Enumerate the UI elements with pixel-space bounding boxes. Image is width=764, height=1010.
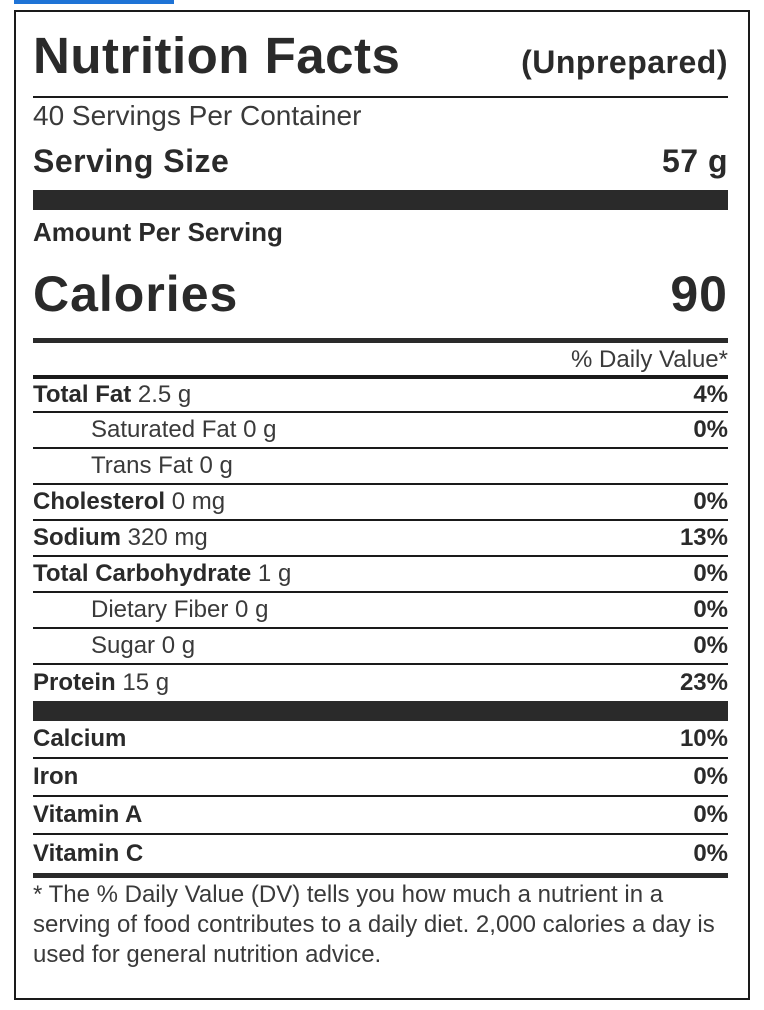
nutrient-amount: 0 g: [161, 632, 196, 659]
nutrient-amount: 0 mg: [171, 488, 226, 515]
nutrient-row: Saturated Fat 0 g 0%: [33, 413, 728, 449]
top-link-strip: [14, 0, 174, 4]
medium-divider: [33, 873, 728, 878]
serving-size-value: 57 g: [661, 142, 728, 179]
nutrient-amount: 1 g: [257, 560, 292, 587]
thick-divider: [33, 190, 728, 210]
nutrient-dv: 0%: [693, 560, 728, 587]
amount-per-serving: Amount Per Serving: [33, 217, 283, 247]
calories-label: Calories: [33, 266, 239, 322]
medium-divider: [33, 338, 728, 343]
vitamin-dv: 0%: [693, 801, 728, 828]
calories-value: 90: [670, 266, 728, 322]
nutrient-row: Sugar 0 g 0%: [33, 629, 728, 665]
vitamin-name: Vitamin C: [33, 840, 144, 867]
thick-divider: [33, 701, 728, 721]
serving-size-row: Serving Size 57 g: [33, 132, 728, 190]
nutrient-row: Trans Fat 0 g: [33, 449, 728, 485]
serving-size-label: Serving Size: [33, 142, 230, 179]
nutrient-dv: 13%: [679, 524, 728, 551]
nutrient-name: Trans Fat: [91, 452, 193, 479]
nutrient-name: Sodium: [33, 524, 121, 551]
nutrient-row: Total Fat 2.5 g 4%: [33, 377, 728, 413]
nutrient-row: Sodium 320 mg 13%: [33, 521, 728, 557]
title-row: Nutrition Facts (Unprepared): [33, 30, 728, 96]
label-subtitle: (Unprepared): [521, 44, 728, 80]
nutrient-name: Protein: [33, 669, 116, 696]
nutrition-facts-label: Nutrition Facts (Unprepared) 40 Servings…: [14, 10, 750, 1000]
vitamin-dv: 10%: [679, 725, 728, 752]
daily-value-header: % Daily Value*: [571, 346, 728, 373]
label-title: Nutrition Facts: [33, 27, 401, 84]
nutrient-dv: 23%: [679, 669, 728, 696]
vitamin-name: Calcium: [33, 725, 127, 752]
nutrient-name: Total Fat: [33, 381, 132, 408]
vitamin-row: Vitamin C 0%: [33, 835, 728, 873]
nutrient-dv: 0%: [693, 596, 728, 623]
nutrient-amount: 2.5 g: [137, 381, 192, 408]
nutrient-amount: 0 g: [199, 452, 233, 479]
nutrient-name: Sugar: [91, 632, 156, 659]
daily-value-footnote: * The % Daily Value (DV) tells you how m…: [33, 881, 715, 968]
nutrient-amount: 0 g: [235, 596, 269, 623]
nutrient-rows: Total Fat 2.5 g 4% Saturated Fat 0 g 0% …: [33, 375, 728, 701]
divider: [33, 96, 728, 98]
nutrient-row: Cholesterol 0 mg 0%: [33, 485, 728, 521]
nutrient-dv: 0%: [693, 416, 728, 443]
vitamin-name: Vitamin A: [33, 801, 143, 828]
nutrient-dv: 4%: [693, 381, 728, 408]
nutrient-name: Cholesterol: [33, 488, 166, 515]
vitamin-name: Iron: [33, 763, 79, 790]
nutrient-name: Dietary Fiber: [91, 596, 229, 623]
vitamin-dv: 0%: [693, 763, 728, 790]
nutrient-amount: 0 g: [243, 416, 277, 443]
vitamin-dv: 0%: [693, 840, 728, 867]
nutrient-amount: 15 g: [122, 669, 170, 696]
nutrient-dv: 0%: [693, 632, 728, 659]
vitamin-row: Calcium 10%: [33, 721, 728, 759]
nutrient-dv: 0%: [693, 488, 728, 515]
servings-per-container: 40 Servings Per Container: [33, 100, 362, 131]
nutrient-row: Protein 15 g 23%: [33, 665, 728, 701]
nutrient-row: Dietary Fiber 0 g 0%: [33, 593, 728, 629]
vitamin-row: Iron 0%: [33, 759, 728, 797]
nutrient-row: Total Carbohydrate 1 g 0%: [33, 557, 728, 593]
nutrient-name: Total Carbohydrate: [33, 560, 252, 587]
nutrient-amount: 320 mg: [127, 524, 208, 551]
calories-row: Calories 90: [33, 250, 728, 338]
vitamin-row: Vitamin A 0%: [33, 797, 728, 835]
vitamin-rows: Calcium 10% Iron 0% Vitamin A 0% Vitamin…: [33, 721, 728, 873]
nutrient-name: Saturated Fat: [91, 416, 237, 443]
